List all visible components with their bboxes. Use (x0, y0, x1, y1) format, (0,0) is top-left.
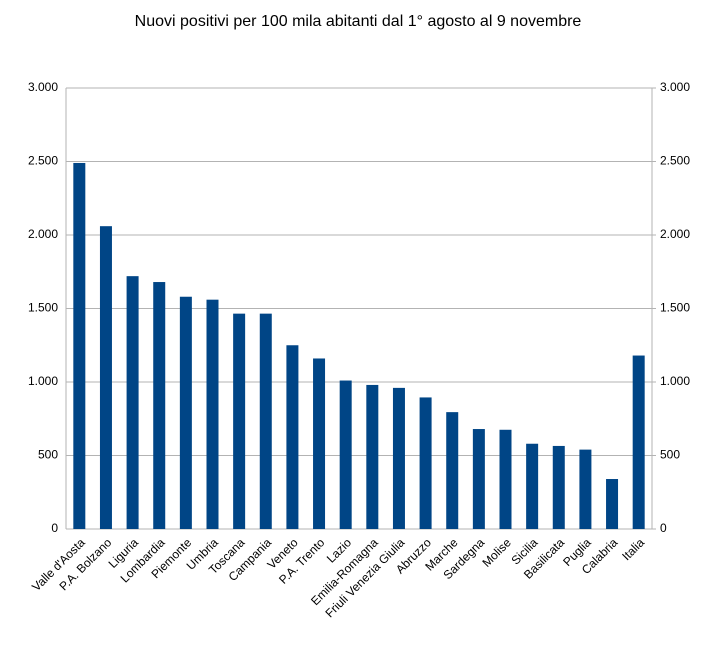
bar (552, 445, 565, 529)
y-tick-label: 2.500 (28, 154, 58, 168)
y2-tick-label: 1.000 (660, 374, 690, 388)
y-tick-label: 2.000 (28, 227, 58, 241)
bar (472, 429, 485, 529)
bar (99, 226, 112, 529)
bar (632, 355, 645, 529)
y2-tick-label: 0 (660, 521, 667, 535)
y2-tick-label: 500 (660, 448, 680, 462)
y2-tick-label: 3.000 (660, 80, 690, 94)
y-tick-label: 3.000 (28, 80, 58, 94)
y-tick-label: 0 (51, 521, 58, 535)
bar (259, 313, 272, 529)
bar (313, 358, 326, 529)
bar (286, 345, 299, 529)
y2-tick-label: 2.500 (660, 154, 690, 168)
x-tick-label: Molise (479, 535, 514, 570)
bar (233, 313, 246, 529)
chart-title: Nuovi positivi per 100 mila abitanti dal… (135, 13, 582, 30)
bar (526, 443, 539, 529)
bar (126, 276, 139, 529)
bar (419, 397, 432, 529)
bar (339, 380, 352, 529)
bar (579, 449, 592, 529)
y2-tick-label: 2.000 (660, 227, 690, 241)
bar (73, 162, 86, 529)
bar (499, 429, 512, 529)
bar (446, 412, 459, 529)
bar (179, 296, 192, 529)
x-tick-label: Italia (619, 535, 647, 563)
y-tick-label: 1.000 (28, 374, 58, 388)
y2-tick-label: 1.500 (660, 301, 690, 315)
y-tick-label: 1.500 (28, 301, 58, 315)
bar (206, 299, 219, 529)
bar (392, 387, 405, 529)
bar (606, 479, 619, 529)
y-tick-label: 500 (38, 448, 58, 462)
bar (366, 384, 379, 529)
bar (153, 282, 166, 529)
